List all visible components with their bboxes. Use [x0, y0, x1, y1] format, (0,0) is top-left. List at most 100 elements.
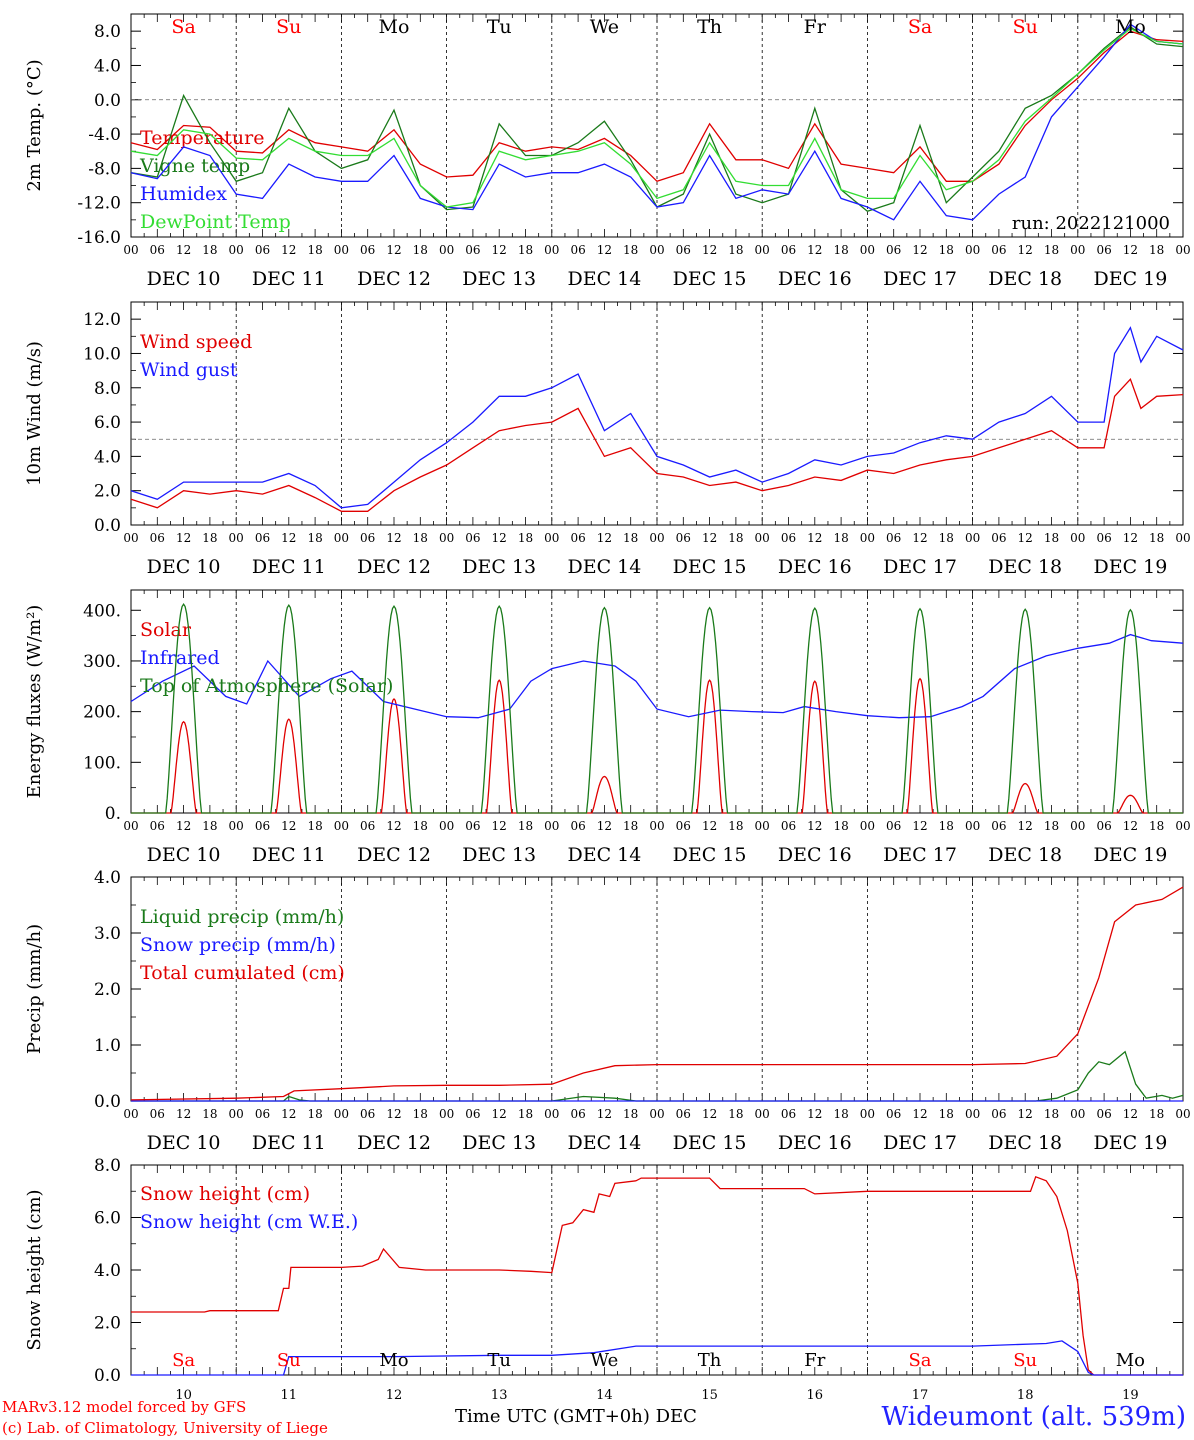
legend-entry: Temperature: [140, 127, 264, 149]
series-line-temperature: [130, 30, 1184, 183]
hour-tick-label: 12: [1123, 1107, 1138, 1121]
hour-tick-label: 12: [281, 1107, 296, 1121]
hour-tick-label: 06: [676, 531, 691, 545]
hour-tick-label: 12: [386, 819, 401, 833]
station-title: Wideumont (alt. 539m): [881, 1402, 1186, 1432]
date-label: DEC 11: [252, 844, 326, 866]
hour-tick-label: 18: [413, 243, 428, 257]
hour-tick-label: 06: [465, 819, 480, 833]
series-line-wind-gust: [130, 326, 1184, 509]
y-tick-label: 6.0: [94, 413, 121, 433]
hour-tick-label: 06: [886, 243, 901, 257]
hour-tick-label: 18: [833, 531, 848, 545]
date-label: DEC 11: [252, 268, 326, 290]
hour-tick-label: 06: [150, 819, 165, 833]
panel-frame-2: [130, 589, 1184, 814]
hour-tick-label: 12: [807, 531, 822, 545]
y-tick-label: 4.0: [94, 56, 121, 76]
y-tick-label: 0.: [105, 804, 121, 824]
hour-tick-label: 12: [702, 1107, 717, 1121]
date-label: DEC 14: [567, 1132, 641, 1154]
y-tick-label: 300.: [83, 652, 121, 672]
legend-entry: Vigne temp: [139, 155, 250, 177]
legend-entry: Snow height (cm): [140, 1183, 310, 1205]
hour-tick-label: 18: [939, 1107, 954, 1121]
weekday-label-top: Su: [276, 16, 301, 38]
y-tick-label: 10.0: [83, 344, 121, 364]
date-label: DEC 14: [567, 268, 641, 290]
hour-tick-label: 00: [755, 1107, 770, 1121]
series-line-total-cumulated-cm-: [130, 886, 1184, 1101]
hour-tick-label: 00: [860, 1107, 875, 1121]
hour-tick-label: 18: [728, 531, 743, 545]
hour-tick-label: 18: [728, 243, 743, 257]
day-number: 11: [281, 1388, 298, 1403]
hour-tick-label: 06: [676, 819, 691, 833]
weekday-label-top: Tu: [487, 16, 512, 38]
hour-tick-label: 18: [413, 1107, 428, 1121]
hour-tick-label: 18: [307, 819, 322, 833]
y-tick-label: 8.0: [94, 1156, 121, 1176]
hour-tick-label: 12: [912, 819, 927, 833]
hour-tick-label: 00: [334, 531, 349, 545]
series-line-infrared: [130, 633, 1184, 719]
y-axis-label: Precip (mm/h): [24, 924, 45, 1054]
hour-tick-label: 00: [334, 819, 349, 833]
hour-tick-label: 12: [386, 243, 401, 257]
hour-tick-label: 00: [439, 243, 454, 257]
hour-tick-label: 00: [860, 531, 875, 545]
series-line-liquid-precip-mm-h-: [131, 1050, 1184, 1102]
time-axis-label: Time UTC (GMT+0h) DEC: [455, 1406, 697, 1427]
date-label: DEC 18: [988, 1132, 1062, 1154]
hour-tick-label: 18: [1149, 819, 1164, 833]
hour-tick-label: 18: [939, 531, 954, 545]
hour-tick-label: 12: [912, 531, 927, 545]
hour-tick-label: 18: [518, 1107, 533, 1121]
day-number: 19: [1122, 1388, 1139, 1403]
hour-tick-label: 12: [597, 819, 612, 833]
hour-tick-label: 00: [649, 819, 664, 833]
hour-tick-label: 00: [649, 531, 664, 545]
series-line-snow-height-cm-w-e-: [131, 1340, 1183, 1376]
hour-tick-label: 06: [991, 1107, 1006, 1121]
date-label: DEC 17: [883, 844, 957, 866]
series-line-top-of-atmosphere-solar-: [131, 603, 1183, 814]
date-label: DEC 19: [1093, 1132, 1167, 1154]
hour-tick-label: 06: [676, 243, 691, 257]
series-line-dewpoint-temp: [130, 27, 1184, 208]
credit-line-1: MARv3.12 model forced by GFS: [2, 1398, 247, 1416]
hour-tick-label: 06: [991, 819, 1006, 833]
y-tick-label: 1.0: [94, 1036, 121, 1056]
hour-tick-label: 12: [1018, 819, 1033, 833]
weekday-label-bottom: Su: [1013, 1350, 1037, 1371]
hour-tick-label: 06: [150, 243, 165, 257]
weekday-label-top: Th: [697, 16, 722, 38]
hour-tick-label: 18: [202, 819, 217, 833]
hour-tick-label: 06: [150, 531, 165, 545]
date-label: DEC 13: [462, 844, 536, 866]
date-label: DEC 10: [147, 268, 221, 290]
hour-tick-label: 06: [781, 1107, 796, 1121]
hour-tick-label: 00: [334, 243, 349, 257]
hour-tick-label: 00: [649, 243, 664, 257]
hour-tick-label: 00: [965, 819, 980, 833]
y-tick-label: -16.0: [77, 228, 121, 248]
day-number: 10: [175, 1388, 192, 1403]
hour-tick-label: 12: [1123, 243, 1138, 257]
hour-tick-label: 18: [623, 1107, 638, 1121]
hour-tick-label: 12: [1018, 531, 1033, 545]
hour-tick-label: 18: [307, 1107, 322, 1121]
y-axis-label: 10m Wind (m/s): [24, 341, 45, 486]
day-number: 15: [701, 1388, 718, 1403]
y-tick-label: 0.0: [94, 516, 121, 536]
hour-tick-label: 00: [229, 819, 244, 833]
hour-tick-label: 00: [755, 243, 770, 257]
hour-tick-label: 18: [518, 819, 533, 833]
hour-tick-label: 06: [255, 1107, 270, 1121]
hour-tick-label: 12: [1018, 243, 1033, 257]
hour-tick-label: 18: [728, 819, 743, 833]
hour-tick-label: 00: [123, 819, 138, 833]
date-label: DEC 12: [357, 268, 431, 290]
hour-tick-label: 12: [912, 1107, 927, 1121]
y-tick-label: 100.: [83, 753, 121, 773]
